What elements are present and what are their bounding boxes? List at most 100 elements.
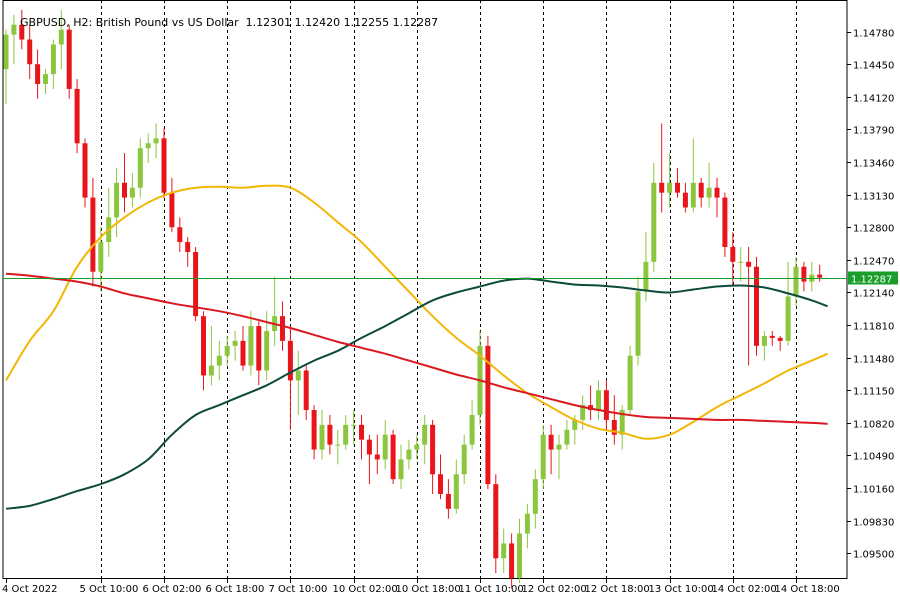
y-tick-label: 1.12800 [853,224,894,235]
candle-body [651,182,657,262]
candle [129,172,135,208]
candle [27,24,33,80]
candle-body [769,335,775,338]
candle [43,69,48,94]
candle-body [730,247,736,262]
candle-body [643,261,649,292]
symbol-label: GBPUSD [20,16,67,29]
candle-body [232,340,238,346]
candle-body [11,24,17,35]
candle [50,39,56,89]
candle [635,276,641,366]
candle [351,410,357,445]
candle-body [469,414,475,445]
candle [754,256,759,356]
candle-body [193,251,199,317]
candle-body [501,543,507,559]
candle [493,474,499,574]
candle [746,247,752,366]
candle [453,459,459,514]
candle [548,424,554,475]
candle-body [153,138,159,144]
candle-body [564,429,570,445]
y-tick-label: 1.10490 [853,452,894,463]
candle-body [540,434,546,480]
candle-body [406,449,412,460]
candle-body [493,484,499,559]
candle-body [366,439,372,455]
candle [422,414,428,465]
candle [169,177,175,233]
x-tick-label: 14 Oct 18:00 [775,584,840,595]
candle-body [359,424,364,440]
x-tick-label: 6 Oct 18:00 [206,584,265,595]
y-tick-label: 1.14450 [853,61,894,72]
candle [232,330,238,361]
candle-body [335,444,341,446]
candle-body [754,266,759,346]
candle [295,350,301,415]
candle [11,14,17,65]
candle [769,330,775,346]
candle [366,434,372,485]
candle-body [801,266,807,282]
candle [74,79,80,154]
candle-body [761,335,767,346]
candle-body [556,444,562,450]
candle-body [596,390,601,411]
y-tick-label: 1.12470 [853,257,894,268]
candle-body [785,296,791,341]
candle [58,9,64,70]
candle-body [19,24,25,40]
candle-body [201,316,206,376]
candle-body [66,29,72,89]
y-tick-label: 1.10160 [853,485,894,496]
x-tick-label: 12 Oct 02:00 [522,584,587,595]
x-tick-label: 11 Oct 10:00 [459,584,524,595]
candle-body [43,74,48,84]
candle [161,128,167,198]
candle-body [3,34,9,70]
y-tick-label: 1.11150 [853,387,894,398]
candle-body [398,459,404,480]
candle-body [611,419,617,435]
candle-body [287,340,293,381]
candle-body [690,182,696,208]
candle [122,153,127,213]
x-tick-label: 14 Oct 02:00 [712,584,777,595]
candle [532,469,538,529]
x-tick-label: 10 Oct 18:00 [396,584,461,595]
candle-body [390,434,396,480]
candle-body [746,261,752,267]
y-tick-label: 1.13790 [853,126,894,137]
candle-body [122,182,127,198]
candle-body [682,192,688,208]
candle-body [430,424,436,475]
candle [82,138,88,208]
candle [208,326,214,386]
candle [517,518,522,583]
candle [793,256,799,307]
candle-body [619,410,625,435]
candle-body [675,182,680,193]
candle [445,479,451,519]
candle-body [327,424,333,445]
candle [611,395,617,445]
candle-body [256,326,262,371]
candle [801,261,807,292]
candle [287,326,293,430]
candle-body [374,454,380,460]
candle [359,414,364,460]
x-tick-label: 5 Oct 10:00 [80,584,139,595]
candle [698,177,704,208]
candle-body [216,355,222,366]
candle [659,123,665,213]
candle-body [453,474,459,509]
candle-body [50,44,56,75]
candle-body [90,197,96,272]
candle-body [319,424,325,450]
candle-body [343,424,349,445]
x-tick-label: 4 Oct 2022 [2,584,57,595]
